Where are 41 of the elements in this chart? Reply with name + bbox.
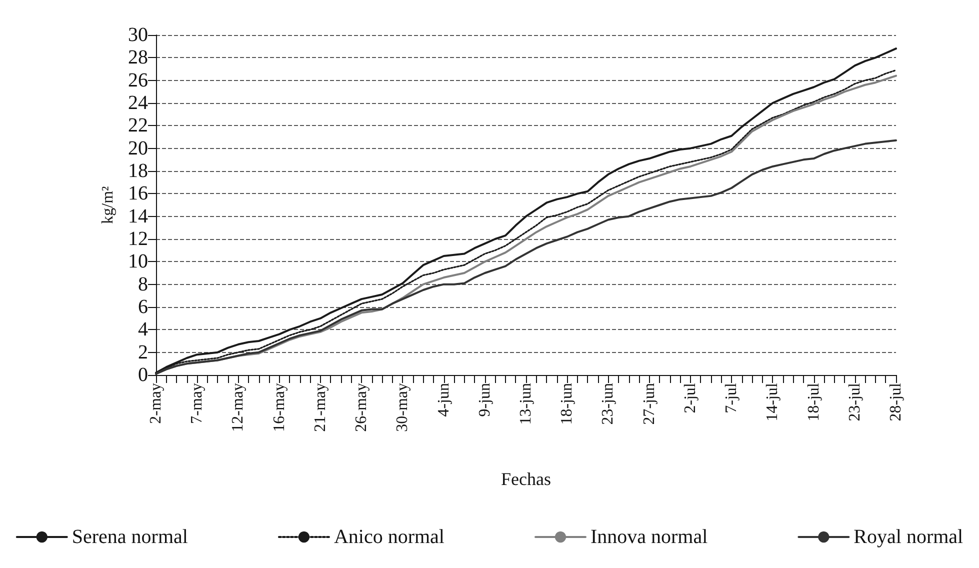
x-tick-label: 26-may	[353, 383, 370, 432]
x-tick-label: 27-jun	[640, 383, 658, 425]
legend-label: Innova normal	[590, 526, 708, 548]
y-tick-label: 0	[138, 364, 148, 386]
y-tick-label: 16	[128, 182, 148, 205]
y-tick-label: 20	[128, 137, 148, 160]
x-tick-label: 9-jun	[476, 383, 494, 417]
y-tick-label: 2	[138, 341, 148, 364]
x-tick-label: 2-jul	[682, 382, 699, 414]
y-tick-label: 18	[128, 160, 148, 182]
x-tick-label: 12-may	[230, 383, 247, 432]
y-tick-label: 22	[128, 114, 148, 137]
x-tick-label: 13-jun	[518, 383, 534, 425]
x-tick-label: 30-may	[394, 383, 412, 432]
x-tick-label: 18-jul	[805, 382, 822, 422]
legend-label: Royal normal	[854, 526, 964, 548]
x-tick-label: 23-jun	[600, 383, 617, 425]
x-tick-label: 4-jun	[435, 383, 452, 417]
x-tick-label: 14-jul	[764, 382, 782, 422]
y-tick-label: 8	[138, 273, 148, 296]
y-tick-label: 28	[128, 46, 148, 69]
x-tick-label: 7-may	[188, 383, 206, 424]
legend-label: Serena normal	[72, 526, 188, 548]
x-tick-label: 28-jul	[888, 382, 904, 422]
y-axis-title: kg/m²	[100, 186, 116, 224]
x-tick-label: 21-may	[312, 383, 329, 432]
y-tick-label: 10	[128, 250, 148, 273]
x-tick-label: 23-jul	[846, 382, 864, 422]
y-tick-label: 6	[138, 296, 148, 318]
x-tick-label: 7-jul	[723, 382, 740, 414]
y-tick-label: 14	[128, 205, 148, 228]
y-tick-label: 30	[128, 24, 148, 46]
x-tick-label: 18-jun	[558, 383, 576, 425]
y-tick-label: 12	[128, 228, 148, 250]
x-axis-title: Fechas	[501, 469, 551, 489]
y-tick-label: 26	[128, 69, 148, 92]
y-tick-label: 4	[138, 318, 148, 341]
y-tick-label: 24	[128, 92, 148, 114]
x-tick-label: 2-may	[148, 383, 164, 424]
legend-label: Anico normal	[334, 526, 445, 548]
x-tick-label: 16-may	[270, 383, 288, 432]
